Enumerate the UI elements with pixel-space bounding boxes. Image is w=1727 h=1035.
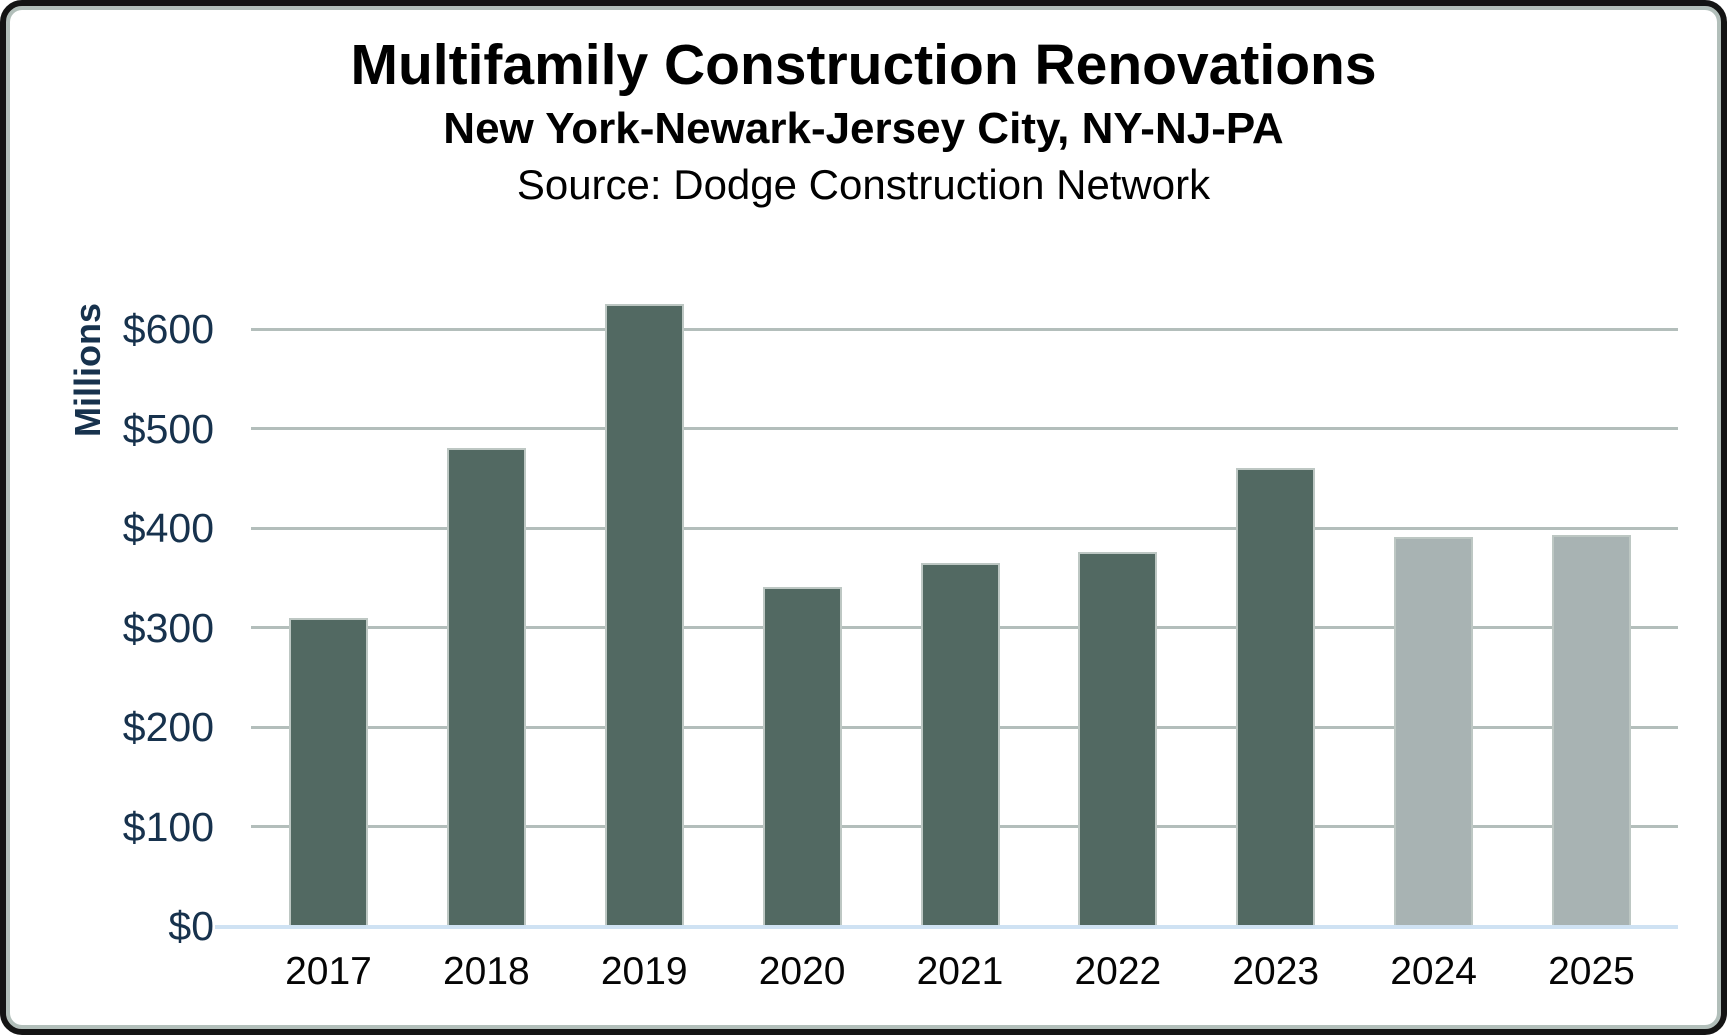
bar-2021 xyxy=(920,562,1000,926)
y-tick-label-$100: $100 xyxy=(122,803,214,850)
bar-2022 xyxy=(1078,551,1158,926)
x-tick-label-2017: 2017 xyxy=(285,950,372,993)
gridline-$500 xyxy=(251,427,1678,430)
x-tick-label-2022: 2022 xyxy=(1074,950,1162,993)
chart-title: Multifamily Construction Renovations xyxy=(350,33,1377,97)
bar-2020 xyxy=(762,586,842,926)
y-tick-label-$0: $0 xyxy=(168,903,214,949)
x-tick-label-2024: 2024 xyxy=(1390,950,1477,993)
y-tick-label-$200: $200 xyxy=(122,704,214,750)
gridline-$600 xyxy=(251,327,1678,331)
gridline-$400 xyxy=(251,526,1678,530)
bar-2018 xyxy=(446,448,526,926)
chart-subtitle: New York-Newark-Jersey City, NY-NJ-PA xyxy=(443,103,1284,153)
bar-2023 xyxy=(1236,468,1316,926)
x-tick-label-2018: 2018 xyxy=(442,950,530,993)
y-tick-label-$400: $400 xyxy=(122,505,214,551)
x-tick-label-2023: 2023 xyxy=(1232,950,1320,993)
bar-2025 xyxy=(1552,534,1631,926)
x-tick-label-2020: 2020 xyxy=(758,950,846,993)
x-tick-label-2019: 2019 xyxy=(600,950,688,993)
x-tick-label-2021: 2021 xyxy=(916,950,1004,993)
y-tick-label-$600: $600 xyxy=(122,306,214,352)
x-axis-line xyxy=(215,925,1678,929)
chart-source: Source: Dodge Construction Network xyxy=(516,161,1211,209)
bar-2019 xyxy=(604,304,684,926)
bar-2017 xyxy=(289,617,368,926)
y-tick-label-$300: $300 xyxy=(122,604,214,651)
x-tick-label-2025: 2025 xyxy=(1548,950,1635,993)
bar-2024 xyxy=(1394,536,1474,926)
y-tick-label-$500: $500 xyxy=(122,405,214,452)
chart-header: Multifamily Construction Renovations New… xyxy=(0,33,1727,209)
